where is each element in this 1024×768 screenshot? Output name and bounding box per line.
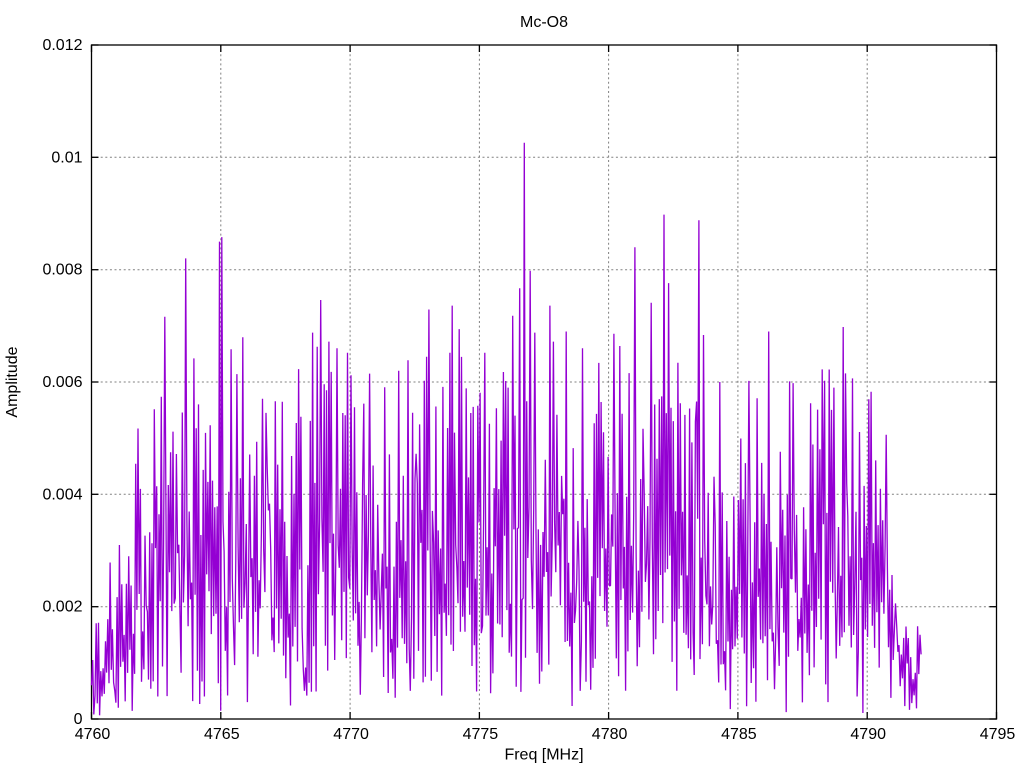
svg-text:4780: 4780 <box>592 726 628 743</box>
svg-text:0.006: 0.006 <box>42 374 82 391</box>
svg-text:4785: 4785 <box>721 726 757 743</box>
svg-text:4770: 4770 <box>333 726 369 743</box>
svg-text:0.012: 0.012 <box>42 37 82 54</box>
svg-text:0: 0 <box>74 711 83 728</box>
svg-text:4765: 4765 <box>204 726 240 743</box>
svg-text:Freq [MHz]: Freq [MHz] <box>504 747 583 764</box>
svg-text:4775: 4775 <box>463 726 499 743</box>
svg-text:0.01: 0.01 <box>51 149 82 166</box>
svg-text:Mc-O8: Mc-O8 <box>520 14 568 31</box>
svg-text:Amplitude: Amplitude <box>4 346 21 417</box>
svg-text:4760: 4760 <box>75 726 111 743</box>
svg-text:4790: 4790 <box>850 726 886 743</box>
svg-text:0.002: 0.002 <box>42 599 82 616</box>
svg-text:4795: 4795 <box>980 726 1016 743</box>
svg-text:0.008: 0.008 <box>42 262 82 279</box>
svg-text:0.004: 0.004 <box>42 486 82 503</box>
